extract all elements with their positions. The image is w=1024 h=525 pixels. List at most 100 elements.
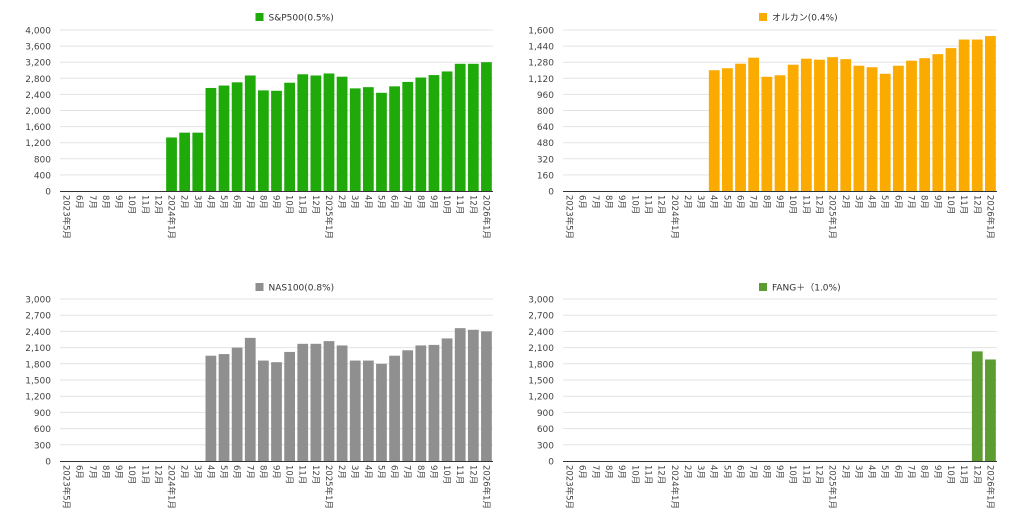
bar-chart: 0 400 800 1,200 1,600 2,000 2,400 2,800 3,200 3,6… bbox=[25, 13, 493, 239]
x-tick-label: 5月 bbox=[879, 195, 889, 209]
bar bbox=[257, 360, 269, 461]
bar bbox=[323, 73, 335, 191]
x-tick-label: 11月 bbox=[958, 195, 968, 214]
bar bbox=[428, 344, 440, 461]
x-tick-label: 11月 bbox=[642, 465, 652, 484]
y-tick-label: 1,200 bbox=[528, 393, 554, 403]
x-tick-label: 7月 bbox=[906, 465, 916, 479]
x-tick-label: 11月 bbox=[958, 465, 968, 484]
y-tick-label: 2,800 bbox=[25, 75, 51, 85]
x-tick-label: 6月 bbox=[577, 195, 587, 209]
legend-label: オルカン(0.4%) bbox=[772, 13, 838, 24]
y-tick-label: 1,600 bbox=[528, 27, 554, 37]
bar bbox=[376, 363, 387, 461]
x-tick-label: 2026年1月 bbox=[480, 465, 491, 509]
x-tick-label: 2024年1月 bbox=[669, 195, 680, 239]
bar bbox=[349, 88, 361, 191]
x-tick-label: 2024年1月 bbox=[669, 465, 680, 509]
x-tick-label: 10月 bbox=[629, 195, 639, 214]
x-tick-label: 7月 bbox=[402, 465, 412, 479]
x-tick-label: 4月 bbox=[205, 465, 215, 479]
y-tick-label: 0 bbox=[548, 458, 554, 468]
x-tick-label: 6月 bbox=[389, 465, 399, 479]
x-tick-label: 8月 bbox=[761, 195, 771, 209]
bar bbox=[467, 63, 479, 192]
x-tick-label: 12月 bbox=[152, 195, 162, 214]
x-tick-label: 11月 bbox=[800, 465, 810, 484]
bar bbox=[415, 345, 427, 461]
x-tick-label: 9月 bbox=[428, 465, 438, 479]
y-tick-label: 640 bbox=[537, 123, 554, 133]
bar bbox=[985, 36, 996, 191]
x-tick-label: 2月 bbox=[179, 195, 189, 209]
y-tick-label: 300 bbox=[34, 441, 51, 451]
x-tick-label: 2023年5月 bbox=[61, 465, 72, 509]
y-tick-label: 960 bbox=[537, 91, 554, 101]
x-tick-label: 9月 bbox=[616, 195, 626, 209]
bar bbox=[310, 343, 322, 461]
x-tick-label: 10月 bbox=[284, 465, 294, 484]
bar bbox=[297, 343, 309, 461]
y-tick-label: 3,000 bbox=[528, 296, 554, 306]
bar bbox=[428, 75, 440, 191]
x-tick-label: 7月 bbox=[87, 195, 97, 209]
legend-label: S&P500(0.5%) bbox=[269, 14, 334, 24]
bar bbox=[271, 362, 282, 461]
x-tick-label: 9月 bbox=[428, 195, 438, 209]
bar bbox=[840, 59, 852, 192]
y-tick-label: 2,700 bbox=[528, 312, 554, 322]
x-tick-label: 10月 bbox=[126, 465, 136, 484]
y-tick-label: 0 bbox=[45, 188, 51, 198]
y-tick-label: 900 bbox=[34, 409, 51, 419]
bar bbox=[814, 59, 825, 192]
x-tick-label: 2月 bbox=[336, 465, 346, 479]
legend: オルカン(0.4%) bbox=[759, 13, 838, 24]
y-tick-label: 800 bbox=[34, 155, 51, 165]
x-tick-label: 11月 bbox=[454, 465, 464, 484]
bar bbox=[336, 345, 348, 461]
y-tick-label: 0 bbox=[45, 458, 51, 468]
x-tick-label: 12月 bbox=[310, 195, 320, 214]
x-tick-label: 4月 bbox=[362, 465, 372, 479]
bar bbox=[866, 67, 878, 191]
x-tick-label: 5月 bbox=[375, 465, 385, 479]
bar bbox=[389, 355, 400, 461]
bar bbox=[179, 132, 191, 191]
bar-chart: 0 160 320 480 640 800 960 1,120 1,280 1,440 1,600 2… bbox=[528, 13, 997, 239]
bar bbox=[971, 39, 983, 192]
bar bbox=[205, 87, 217, 191]
bar bbox=[454, 63, 466, 192]
y-tick-label: 3,200 bbox=[25, 59, 51, 69]
y-tick-label: 2,400 bbox=[528, 328, 554, 338]
y-tick-label: 2,400 bbox=[25, 91, 51, 101]
bar bbox=[932, 54, 944, 192]
x-tick-label: 8月 bbox=[603, 465, 613, 479]
x-tick-label: 7月 bbox=[748, 195, 758, 209]
bar bbox=[218, 354, 230, 461]
x-tick-label: 2月 bbox=[179, 465, 189, 479]
x-tick-label: 10月 bbox=[284, 195, 294, 214]
y-tick-label: 2,400 bbox=[25, 328, 51, 338]
bar bbox=[323, 341, 335, 461]
x-tick-label: 5月 bbox=[721, 465, 731, 479]
x-tick-label: 2023年5月 bbox=[564, 195, 575, 239]
bar bbox=[945, 48, 957, 191]
x-tick-label: 3月 bbox=[695, 195, 705, 209]
legend: FANG＋（1.0%) bbox=[759, 283, 841, 294]
x-tick-label: 8月 bbox=[100, 195, 110, 209]
bar bbox=[958, 39, 970, 192]
x-tick-label: 12月 bbox=[656, 465, 666, 484]
x-tick-label: 2025年1月 bbox=[323, 195, 334, 239]
bar bbox=[362, 87, 374, 191]
bar bbox=[402, 350, 414, 461]
bar-chart: 0 300 600 900 1,200 1,500 1,800 2,100 2,400 2,700… bbox=[25, 283, 493, 509]
bar bbox=[402, 81, 414, 191]
x-tick-label: 6月 bbox=[892, 195, 902, 209]
bar bbox=[231, 347, 243, 461]
y-tick-label: 2,100 bbox=[528, 344, 554, 354]
bar bbox=[853, 65, 865, 191]
y-tick-label: 480 bbox=[537, 139, 554, 149]
x-tick-label: 9月 bbox=[932, 465, 942, 479]
bar bbox=[722, 68, 733, 191]
bar bbox=[827, 57, 838, 192]
